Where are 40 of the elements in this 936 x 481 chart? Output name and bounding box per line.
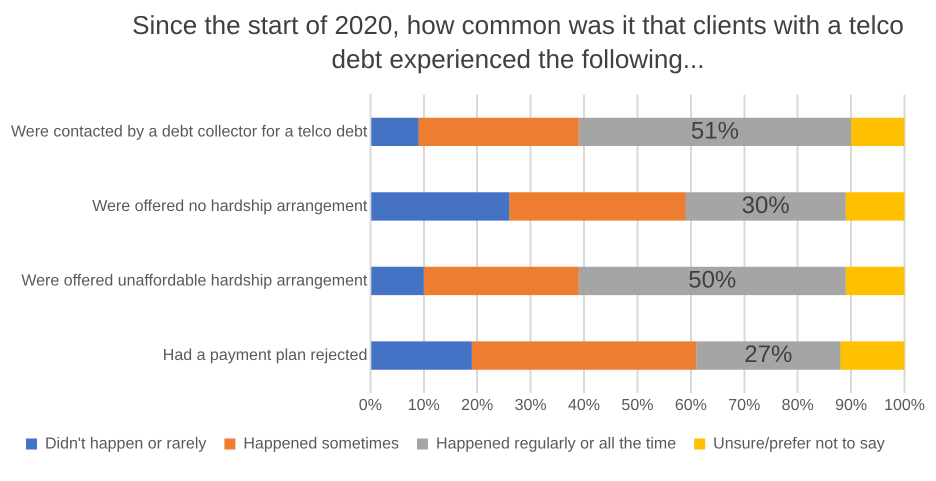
bar — [371, 192, 510, 221]
bar — [851, 118, 905, 146]
data-label: 27% — [744, 341, 792, 368]
chart-title: Since the start of 2020, how common was it that clients with a telco debt experienced the following... — [131, 9, 905, 76]
x-tick-label: 30% — [514, 396, 547, 414]
x-tick-label: 20% — [461, 396, 494, 414]
legend-label: Happened sometimes — [243, 435, 400, 452]
y-tick-label: Were offered no hardship arrangement — [92, 198, 368, 215]
bar — [371, 266, 424, 296]
data-label: 50% — [688, 266, 736, 294]
x-tick-label: 100% — [884, 396, 925, 414]
data-label: 51% — [690, 118, 739, 144]
bar — [578, 118, 852, 146]
legend-label: Unsure/prefer not to say — [713, 435, 885, 452]
x-tick-label: 50% — [621, 396, 654, 414]
x-tick-label: 80% — [782, 396, 814, 414]
x-tick-label: 10% — [408, 396, 440, 414]
bar — [371, 118, 418, 146]
legend-label: Didn't happen or rarely — [45, 435, 206, 452]
x-tick-label: 40% — [568, 396, 600, 414]
bar — [846, 266, 905, 296]
bar — [418, 118, 579, 146]
x-tick-label: 70% — [728, 396, 760, 414]
bar — [509, 192, 686, 221]
y-tick-label: Had a payment plan rejected — [162, 346, 368, 364]
x-tick-label: 0% — [358, 396, 382, 414]
x-tick-label: 60% — [674, 396, 707, 414]
bar — [696, 341, 840, 370]
bar — [472, 341, 696, 370]
bar — [686, 192, 846, 221]
y-tick-label: Were contacted by a debt collector for a telco debt — [10, 123, 368, 140]
x-tick-label: 90% — [835, 396, 868, 414]
bar — [840, 341, 905, 370]
data-label: 30% — [742, 192, 790, 220]
bar — [846, 192, 905, 221]
bar — [424, 266, 579, 296]
y-tick-label: Were offered unaffordable hardship arrangement — [21, 272, 368, 290]
legend-label: Happened regularly or all the time — [436, 435, 676, 452]
bar — [371, 341, 472, 370]
bar — [578, 266, 846, 296]
